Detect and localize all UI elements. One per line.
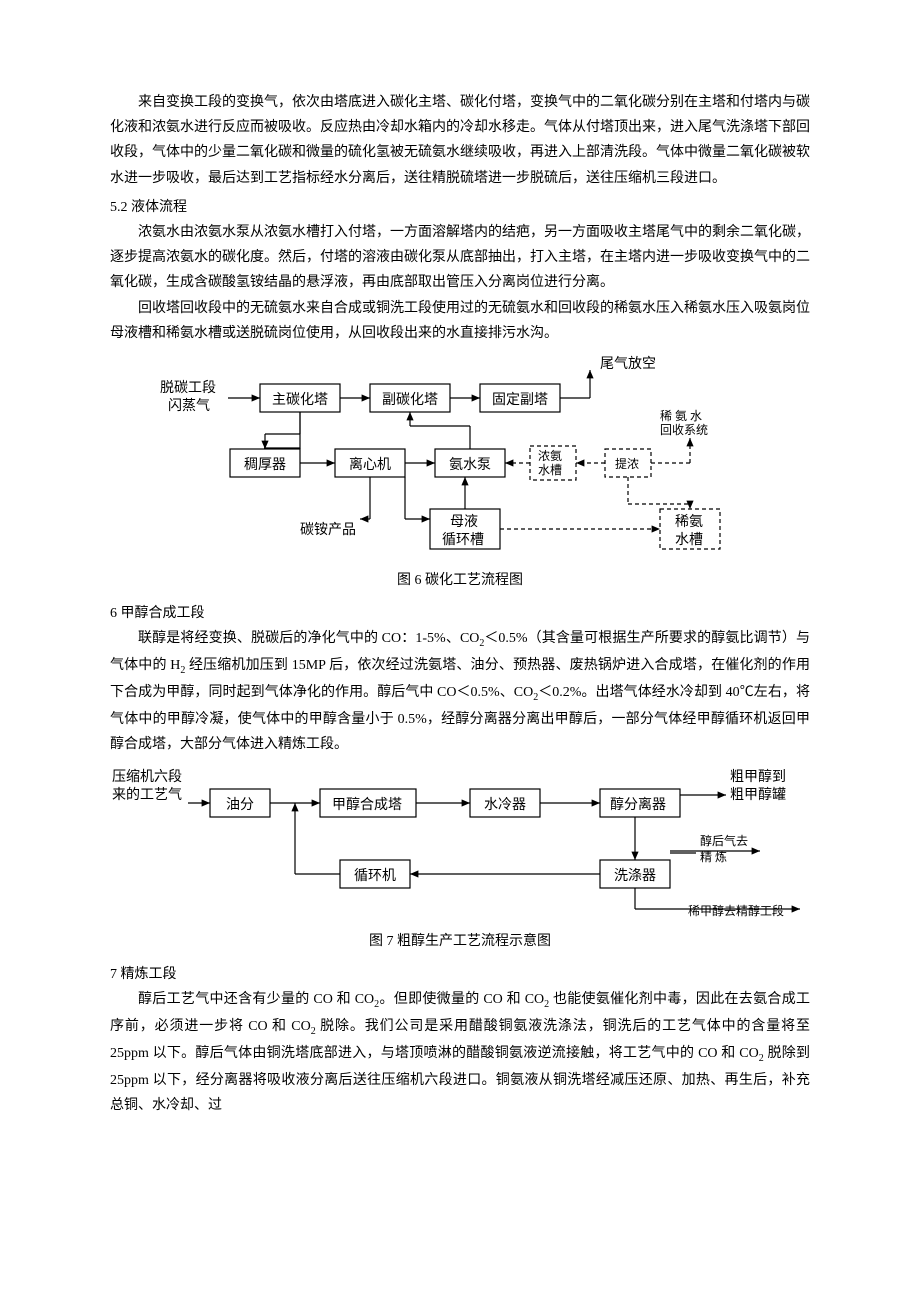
node-dilute-b: 水槽	[675, 532, 703, 548]
label-out1a: 粗甲醇到	[730, 768, 786, 785]
label-out2a: 醇后气去	[700, 833, 748, 848]
node-conc-tank-a: 浓氨	[538, 449, 562, 463]
node-concentrate: 提浓	[615, 456, 639, 471]
node-recycle: 循环机	[354, 868, 396, 884]
node-ammonia-pump: 氨水泵	[449, 457, 491, 473]
figure-7-caption: 图 7 粗醇生产工艺流程示意图	[110, 929, 810, 954]
label-out3: 稀甲醇去精醇工段	[688, 903, 784, 918]
label-out2: 碳铵产品	[300, 522, 356, 538]
paragraph-4: 联醇是将经变换、脱碳后的净化气中的 CO：1-5%、CO2＜0.5%（其含量可根…	[110, 626, 810, 757]
node-meoh-tower: 甲醇合成塔	[332, 796, 402, 813]
node-aux-tower: 副碳化塔	[382, 392, 438, 408]
node-oil-sep: 油分	[226, 797, 254, 813]
node-water-cooler: 水冷器	[484, 797, 526, 813]
p4a: 联醇是将经变换、脱碳后的净化气中的 CO：1-5%、CO	[138, 631, 479, 646]
paragraph-5: 醇后工艺气中还含有少量的 CO 和 CO2。但即使微量的 CO 和 CO2 也能…	[110, 987, 810, 1118]
node-fixed-aux: 固定副塔	[492, 392, 548, 408]
heading-7: 7 精炼工段	[110, 962, 810, 987]
node-conc-tank-b: 水槽	[538, 463, 562, 477]
label-in1a: 脱碳工段	[160, 380, 216, 396]
heading-5-2: 5.2 液体流程	[110, 195, 810, 220]
p5a: 醇后工艺气中还含有少量的 CO 和 CO	[138, 992, 374, 1007]
node-thickener: 稠厚器	[244, 457, 286, 473]
figure-6-diagram: 脱碳工段 闪蒸气 尾气放空 主碳化塔 副碳化塔 固定副塔 稀 氨 水 回收系统 …	[110, 354, 810, 564]
node-centrifuge: 离心机	[349, 456, 391, 473]
label-out1b: 粗甲醇罐	[730, 786, 786, 803]
node-mother-b: 循环槽	[442, 532, 484, 548]
node-meoh-sep: 醇分离器	[610, 796, 666, 813]
node-mother-a: 母液	[450, 514, 478, 530]
paragraph-1: 来自变换工段的变换气，依次由塔底进入碳化主塔、碳化付塔，变换气中的二氧化碳分别在…	[110, 90, 810, 191]
paragraph-2: 浓氨水由浓氨水泵从浓氨水槽打入付塔，一方面溶解塔内的结疤，另一方面吸收主塔尾气中…	[110, 220, 810, 296]
label-side1: 稀 氨 水	[660, 409, 702, 423]
p5b: 。但即使微量的 CO 和 CO	[379, 992, 544, 1007]
node-dilute-a: 稀氨	[675, 514, 703, 530]
figure-6-caption: 图 6 碳化工艺流程图	[110, 568, 810, 593]
node-scrubber: 洗涤器	[614, 868, 656, 884]
figure-7-diagram: 压缩机六段 来的工艺气 粗甲醇到 粗甲醇罐 油分 甲醇合成塔 水冷器 醇分离器 …	[110, 765, 810, 925]
label-in-a: 压缩机六段	[112, 769, 182, 785]
label-side2: 回收系统	[660, 423, 708, 437]
label-out1: 尾气放空	[600, 356, 656, 372]
paragraph-3: 回收塔回收段中的无硫氨水来自合成或铜洗工段使用过的无硫氨水和回收段的稀氨水压入稀…	[110, 296, 810, 346]
heading-6: 6 甲醇合成工段	[110, 601, 810, 626]
label-in1b: 闪蒸气	[168, 398, 210, 414]
label-in-b: 来的工艺气	[112, 787, 182, 803]
node-main-tower: 主碳化塔	[272, 392, 328, 408]
